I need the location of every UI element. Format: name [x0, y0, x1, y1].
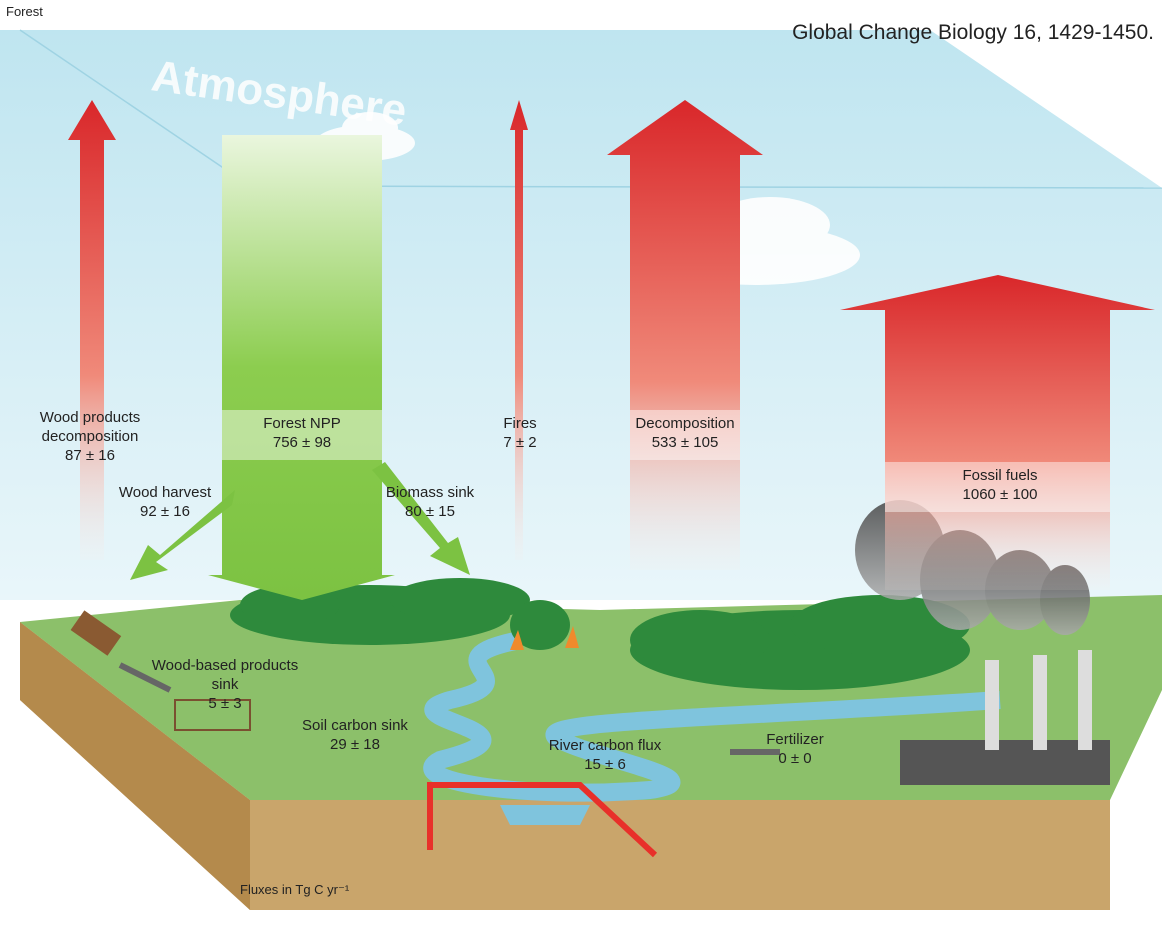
flux-value: 533 ± 105	[615, 433, 755, 452]
flux-value: 5 ± 3	[150, 694, 300, 713]
flux-value: 87 ± 16	[20, 446, 160, 465]
flux-label: Fossil fuels	[900, 466, 1100, 485]
flux-label: River carbon flux	[505, 736, 705, 755]
flux-label: Soil carbon sink	[280, 716, 430, 735]
flux-label: Decomposition	[615, 414, 755, 433]
diagram: Atmosphere	[0, 0, 1162, 927]
flux-value: 80 ± 15	[355, 502, 505, 521]
flux-value: 756 ± 98	[222, 433, 382, 452]
citation: Global Change Biology 16, 1429-1450.	[792, 20, 1154, 46]
flux-value: 1060 ± 100	[900, 485, 1100, 504]
flux-value: 7 ± 2	[480, 433, 560, 452]
flux-label: Wood products decomposition	[20, 408, 160, 446]
flux-value: 0 ± 0	[740, 749, 850, 768]
flux-label: Fires	[480, 414, 560, 433]
river-pool	[500, 805, 590, 825]
flux-value: 15 ± 6	[505, 755, 705, 774]
flux-arrow	[840, 275, 1155, 590]
flux-label: Forest NPP	[222, 414, 382, 433]
flux-arrow	[607, 100, 763, 570]
flux-label: Fertilizer	[740, 730, 850, 749]
page: Atmosphere	[0, 0, 1162, 927]
flux-value: 92 ± 16	[95, 502, 235, 521]
footnote: Fluxes in Tg C yr⁻¹	[240, 880, 349, 899]
flux-label: Biomass sink	[355, 483, 505, 502]
flux-value: 29 ± 18	[280, 735, 430, 754]
flux-label: Wood harvest	[95, 483, 235, 502]
title: Forest	[6, 2, 43, 21]
flux-label: Wood-based products sink	[150, 656, 300, 694]
flux-arrow	[208, 135, 395, 600]
